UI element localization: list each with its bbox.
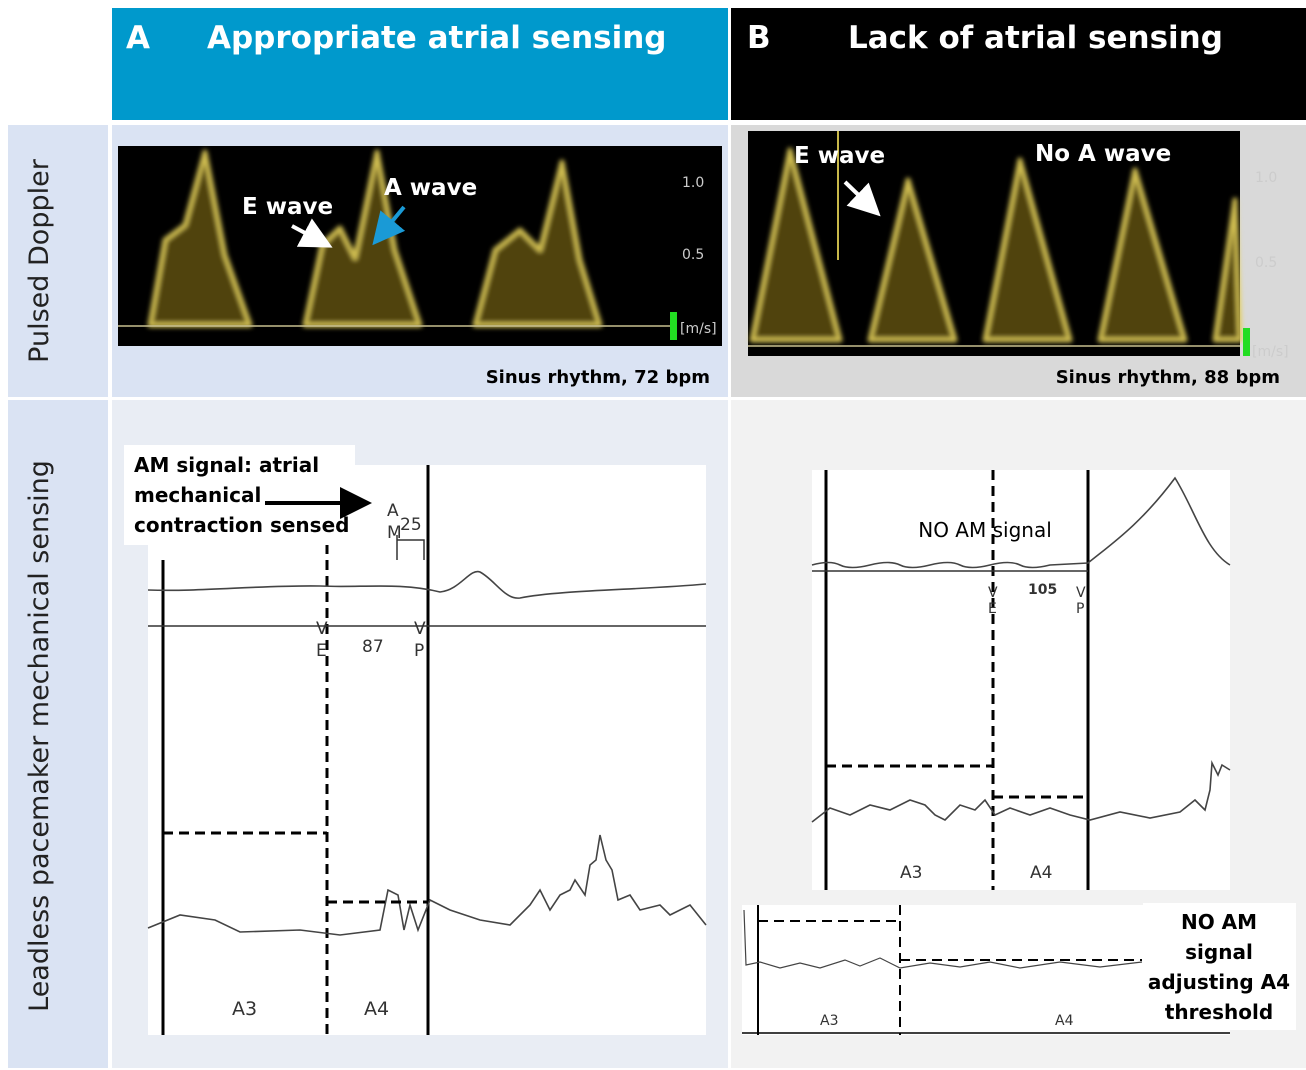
scale-bar bbox=[670, 312, 677, 340]
row-label-bg bbox=[8, 125, 108, 397]
caption: Sinus rhythm, 72 bpm bbox=[486, 367, 710, 388]
panel-letter: B bbox=[747, 20, 771, 56]
marker-text: V bbox=[316, 619, 328, 639]
window-label: A3 bbox=[820, 1013, 838, 1029]
row-label: Pulsed Doppler bbox=[24, 158, 55, 363]
callout-text: contraction sensed bbox=[134, 513, 349, 537]
window-label: A3 bbox=[900, 863, 922, 883]
callout-text: AM signal: atrial bbox=[134, 453, 319, 477]
marker-text: P bbox=[1076, 601, 1084, 617]
wave-label: No A wave bbox=[1035, 141, 1171, 167]
callout-text: NO AM bbox=[1181, 910, 1257, 934]
marker-text: 25 bbox=[400, 515, 422, 535]
scale-label: 1.0 bbox=[682, 175, 704, 191]
marker-text: V bbox=[414, 619, 426, 639]
marker-text: P bbox=[414, 641, 424, 661]
callout-text: signal bbox=[1185, 940, 1253, 964]
marker-text: A bbox=[387, 501, 399, 521]
callout-text: adjusting A4 bbox=[1148, 970, 1290, 994]
panel-title: Appropriate atrial sensing bbox=[207, 20, 667, 56]
wave-label: A wave bbox=[384, 175, 477, 201]
window-label: A4 bbox=[1030, 863, 1052, 883]
scale-label: 0.5 bbox=[682, 247, 704, 263]
scale-label: 0.5 bbox=[1255, 255, 1277, 271]
panel-title: Lack of atrial sensing bbox=[848, 20, 1223, 56]
marker-text: V bbox=[988, 585, 998, 601]
marker-text: V bbox=[1076, 585, 1086, 601]
scale-label: [m/s] bbox=[680, 321, 717, 337]
note: NO AM signal bbox=[918, 518, 1052, 542]
caption: Sinus rhythm, 88 bpm bbox=[1056, 367, 1280, 388]
marker-text: E bbox=[316, 641, 327, 661]
figure: A Appropriate atrial sensing B Lack of a… bbox=[0, 0, 1306, 1070]
callout-text: threshold bbox=[1165, 1000, 1273, 1024]
marker-text: 105 bbox=[1028, 582, 1057, 598]
marker-text: E bbox=[988, 601, 997, 617]
window-label: A3 bbox=[232, 998, 257, 1020]
row-label-bg bbox=[8, 400, 108, 1068]
panel-letter: A bbox=[126, 20, 150, 56]
window-label: A4 bbox=[1055, 1013, 1074, 1029]
window-label: A4 bbox=[364, 998, 389, 1020]
scale-label: [m/s] bbox=[1252, 344, 1289, 360]
wave-label: E wave bbox=[794, 143, 885, 169]
wave-label: E wave bbox=[242, 194, 333, 220]
row-label: Leadless pacemaker mechanical sensing bbox=[24, 460, 55, 1012]
scale-bar bbox=[1243, 328, 1250, 356]
marker-text: 87 bbox=[362, 637, 384, 657]
callout-text: mechanical bbox=[134, 483, 261, 507]
scale-label: 1.0 bbox=[1255, 170, 1277, 186]
